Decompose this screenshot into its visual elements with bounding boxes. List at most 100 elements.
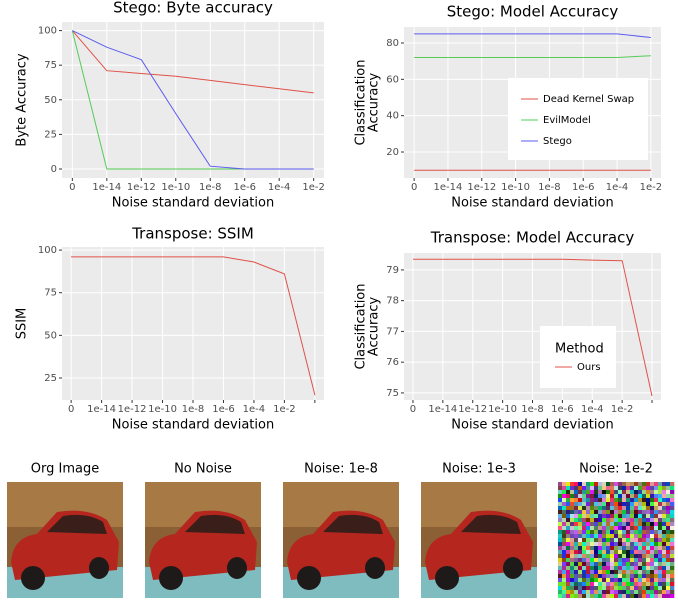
- pixel: [574, 562, 579, 567]
- pixel: [658, 558, 663, 563]
- pixel: [626, 510, 631, 515]
- pixel: [634, 590, 639, 595]
- x-tick-label: 1e-10: [488, 404, 517, 415]
- pixel: [570, 526, 575, 531]
- pixel: [574, 594, 579, 599]
- pixel: [562, 542, 567, 547]
- pixel: [646, 570, 651, 575]
- pixel: [606, 522, 611, 527]
- pixel: [614, 526, 619, 531]
- car-window: [185, 514, 245, 534]
- pixel: [586, 570, 591, 575]
- pixel: [638, 566, 643, 571]
- pixel: [598, 482, 603, 487]
- pixel: [626, 526, 631, 531]
- pixel: [578, 574, 583, 579]
- x-tick-label: 1e-8: [182, 404, 205, 415]
- pixel: [586, 494, 591, 499]
- pixel: [638, 530, 643, 535]
- pixel: [666, 570, 671, 575]
- pixel: [582, 574, 587, 579]
- legend-label: Dead Kernel Swap: [543, 94, 634, 105]
- pixel: [606, 538, 611, 543]
- chart-title: Stego: Byte accuracy: [113, 0, 273, 17]
- pixel: [590, 538, 595, 543]
- pixel: [578, 482, 583, 487]
- x-tick-label: 1e-12: [127, 182, 156, 193]
- pixel: [590, 566, 595, 571]
- pixel: [578, 514, 583, 519]
- y-tick-label: 25: [44, 373, 57, 384]
- pixel: [558, 498, 563, 503]
- pixel: [630, 590, 635, 595]
- x-tick-label: 1e-10: [501, 182, 530, 193]
- pixel: [654, 562, 659, 567]
- pixel: [630, 538, 635, 543]
- pixel: [670, 534, 675, 539]
- pixel: [626, 594, 631, 599]
- pixel: [622, 586, 627, 591]
- pixel: [614, 578, 619, 583]
- pixel: [574, 586, 579, 591]
- pixel: [622, 570, 627, 575]
- pixel: [670, 562, 675, 567]
- pixel: [618, 518, 623, 523]
- pixel: [630, 526, 635, 531]
- pixel: [622, 514, 627, 519]
- pixel: [610, 486, 615, 491]
- pixel: [582, 582, 587, 587]
- pixel: [666, 586, 671, 591]
- pixel: [626, 554, 631, 559]
- pixel: [602, 586, 607, 591]
- pixel: [578, 562, 583, 567]
- pixel: [566, 594, 571, 599]
- pixel: [658, 574, 663, 579]
- pixel: [574, 494, 579, 499]
- x-tick-label: 0: [68, 404, 74, 415]
- pixel: [666, 566, 671, 571]
- pixel: [586, 538, 591, 543]
- pixel: [582, 546, 587, 551]
- pixel: [610, 490, 615, 495]
- pixel: [646, 590, 651, 595]
- pixel: [626, 502, 631, 507]
- pixel: [654, 510, 659, 515]
- pixel: [662, 530, 667, 535]
- pixel: [658, 590, 663, 595]
- pixel: [642, 518, 647, 523]
- pixel: [622, 542, 627, 547]
- pixel: [586, 562, 591, 567]
- pixel: [610, 510, 615, 515]
- pixel: [658, 562, 663, 567]
- pixel: [578, 566, 583, 571]
- pixel: [602, 558, 607, 563]
- pixel: [658, 510, 663, 515]
- image: [558, 482, 675, 599]
- pixel: [618, 546, 623, 551]
- pixel: [574, 510, 579, 515]
- pixel: [614, 486, 619, 491]
- x-tick-label: 0: [410, 404, 416, 415]
- x-tick-label: 1e-14: [92, 182, 121, 193]
- pixel: [638, 554, 643, 559]
- pixel: [646, 530, 651, 535]
- pixel: [590, 562, 595, 567]
- pixel: [594, 546, 599, 551]
- pixel: [574, 482, 579, 487]
- pixel: [654, 566, 659, 571]
- pixel: [610, 582, 615, 587]
- pixel: [570, 558, 575, 563]
- pixel: [670, 542, 675, 547]
- pixel: [610, 554, 615, 559]
- pixel: [614, 502, 619, 507]
- pixel: [590, 522, 595, 527]
- pixel: [570, 506, 575, 511]
- pixel: [586, 566, 591, 571]
- pixel: [606, 558, 611, 563]
- pixel: [614, 558, 619, 563]
- pixel: [622, 490, 627, 495]
- y-tick-label: 79: [386, 265, 399, 276]
- pixel: [650, 558, 655, 563]
- pixel: [626, 570, 631, 575]
- pixel: [586, 550, 591, 555]
